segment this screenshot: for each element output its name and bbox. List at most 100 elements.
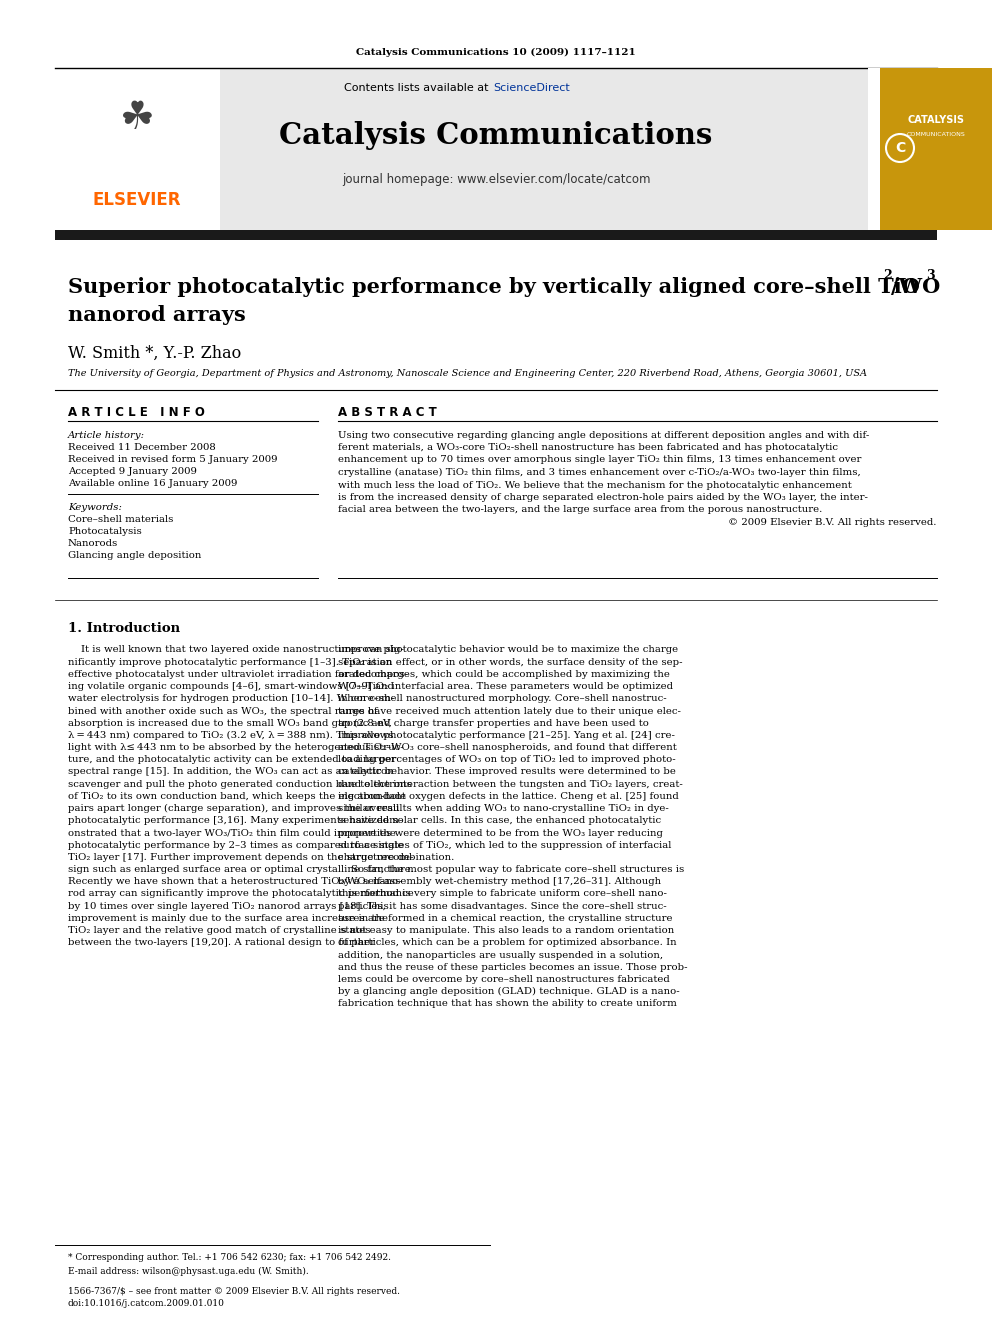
Text: Contents lists available at: Contents lists available at (344, 83, 492, 93)
Text: 1566-7367/$ – see front matter © 2009 Elsevier B.V. All rights reserved.: 1566-7367/$ – see front matter © 2009 El… (68, 1286, 400, 1295)
Text: water electrolysis for hydrogen production [10–14]. When com-: water electrolysis for hydrogen producti… (68, 695, 394, 704)
Text: similar results when adding WO₃ to nano-crystalline TiO₂ in dye-: similar results when adding WO₃ to nano-… (338, 804, 669, 814)
Text: is not easy to manipulate. This also leads to a random orientation: is not easy to manipulate. This also lea… (338, 926, 675, 935)
Text: of particles, which can be a problem for optimized absorbance. In: of particles, which can be a problem for… (338, 938, 677, 947)
Bar (55, 67, 937, 230)
Text: Photocatalysis: Photocatalysis (68, 528, 142, 537)
Text: E-mail address: wilson@physast.uga.edu (W. Smith).: E-mail address: wilson@physast.uga.edu (… (68, 1266, 309, 1275)
Text: A R T I C L E   I N F O: A R T I C L E I N F O (68, 406, 205, 418)
Text: Recently we have shown that a heterostructured TiO₂/WO₃ nano-: Recently we have shown that a heterostru… (68, 877, 402, 886)
Text: C: C (895, 142, 905, 155)
Text: ture, and the photocatalytic activity can be extended to a larger: ture, and the photocatalytic activity ca… (68, 755, 396, 765)
Text: Catalysis Communications 10 (2009) 1117–1121: Catalysis Communications 10 (2009) 1117–… (356, 48, 636, 57)
Text: Keywords:: Keywords: (68, 503, 122, 512)
Text: Catalysis Communications: Catalysis Communications (280, 120, 712, 149)
Text: Glancing angle deposition: Glancing angle deposition (68, 552, 201, 561)
Text: Article history:: Article history: (68, 430, 145, 439)
Text: doi:10.1016/j.catcom.2009.01.010: doi:10.1016/j.catcom.2009.01.010 (68, 1299, 225, 1308)
Text: 2: 2 (883, 269, 892, 282)
Text: separation effect, or in other words, the surface density of the sep-: separation effect, or in other words, th… (338, 658, 682, 667)
Text: in core–shell nanostructured morphology. Core–shell nanostruc-: in core–shell nanostructured morphology.… (338, 695, 667, 704)
Text: tronic and charge transfer properties and have been used to: tronic and charge transfer properties an… (338, 718, 649, 728)
Text: © 2009 Elsevier B.V. All rights reserved.: © 2009 Elsevier B.V. All rights reserved… (728, 519, 937, 527)
Text: absorption is increased due to the small WO₃ band gap (2.8 eV,: absorption is increased due to the small… (68, 718, 392, 728)
Text: effective photocatalyst under ultraviolet irradiation for decompos-: effective photocatalyst under ultraviole… (68, 669, 408, 679)
Text: Received in revised form 5 January 2009: Received in revised form 5 January 2009 (68, 455, 278, 464)
Text: this method is very simple to fabricate uniform core–shell nano-: this method is very simple to fabricate … (338, 889, 667, 898)
Text: photocatalytic performance [3,16]. Many experiments have dem-: photocatalytic performance [3,16]. Many … (68, 816, 402, 826)
Text: properties were determined to be from the WO₃ layer reducing: properties were determined to be from th… (338, 828, 663, 837)
Bar (868, 67, 880, 230)
Text: Superior photocatalytic performance by vertically aligned core–shell TiO: Superior photocatalytic performance by v… (68, 277, 920, 296)
Text: is from the increased density of charge separated electron-hole pairs aided by t: is from the increased density of charge … (338, 493, 868, 501)
Bar (868, 67, 992, 230)
Bar (55, 230, 937, 239)
Text: improvement is mainly due to the surface area increase in the: improvement is mainly due to the surface… (68, 914, 388, 923)
Text: The University of Georgia, Department of Physics and Astronomy, Nanoscale Scienc: The University of Georgia, Department of… (68, 369, 867, 378)
Text: surface states of TiO₂, which led to the suppression of interfacial: surface states of TiO₂, which led to the… (338, 840, 672, 849)
Text: TiO₂ layer [17]. Further improvement depends on the structure de-: TiO₂ layer [17]. Further improvement dep… (68, 853, 414, 861)
Text: ing volatile organic compounds [4–6], smart-windows [7–9] and: ing volatile organic compounds [4–6], sm… (68, 683, 394, 691)
Text: and thus the reuse of these particles becomes an issue. Those prob-: and thus the reuse of these particles be… (338, 963, 687, 971)
Text: improve photocatalytic behavior would be to maximize the charge: improve photocatalytic behavior would be… (338, 646, 679, 655)
Text: W. Smith *, Y.-P. Zhao: W. Smith *, Y.-P. Zhao (68, 344, 241, 361)
Bar (55, 67, 220, 230)
Text: of TiO₂ to its own conduction band, which keeps the electron-hole: of TiO₂ to its own conduction band, whic… (68, 792, 406, 800)
Text: between the two-layers [19,20]. A rational design to further: between the two-layers [19,20]. A ration… (68, 938, 375, 947)
Text: fabrication technique that has shown the ability to create uniform: fabrication technique that has shown the… (338, 999, 677, 1008)
Text: by a glancing angle deposition (GLAD) technique. GLAD is a nano-: by a glancing angle deposition (GLAD) te… (338, 987, 680, 996)
Text: facial area between the two-layers, and the large surface area from the porous n: facial area between the two-layers, and … (338, 505, 822, 515)
Text: crystalline (anatase) TiO₂ thin films, and 3 times enhancement over c-TiO₂/a-WO₃: crystalline (anatase) TiO₂ thin films, a… (338, 468, 861, 478)
Text: WO₃–TiO₂ interfacial area. These parameters would be optimized: WO₃–TiO₂ interfacial area. These paramet… (338, 683, 673, 691)
Text: ferent materials, a WO₃-core TiO₂-shell nanostructure has been fabricated and ha: ferent materials, a WO₃-core TiO₂-shell … (338, 443, 838, 452)
Text: ing abundant oxygen defects in the lattice. Cheng et al. [25] found: ing abundant oxygen defects in the latti… (338, 792, 679, 800)
Text: arated charges, which could be accomplished by maximizing the: arated charges, which could be accomplis… (338, 669, 670, 679)
Text: with much less the load of TiO₂. We believe that the mechanism for the photocata: with much less the load of TiO₂. We beli… (338, 480, 852, 490)
Text: rod array can significantly improve the photocatalytic performance: rod array can significantly improve the … (68, 889, 414, 898)
Text: A B S T R A C T: A B S T R A C T (338, 406, 436, 418)
Text: improve photocatalytic performance [21–25]. Yang et al. [24] cre-: improve photocatalytic performance [21–2… (338, 730, 675, 740)
Text: charge recombination.: charge recombination. (338, 853, 454, 861)
Text: sign such as enlarged surface area or optimal crystalline structure.: sign such as enlarged surface area or op… (68, 865, 414, 875)
Text: nificantly improve photocatalytic performance [1–3]. TiO₂ is an: nificantly improve photocatalytic perfor… (68, 658, 392, 667)
Text: spectral range [15]. In addition, the WO₃ can act as an electron: spectral range [15]. In addition, the WO… (68, 767, 394, 777)
Text: addition, the nanoparticles are usually suspended in a solution,: addition, the nanoparticles are usually … (338, 950, 663, 959)
Text: ELSEVIER: ELSEVIER (92, 191, 182, 209)
Text: Received 11 December 2008: Received 11 December 2008 (68, 443, 215, 452)
Text: 3: 3 (926, 269, 934, 282)
Text: Using two consecutive regarding glancing angle depositions at different depositi: Using two consecutive regarding glancing… (338, 430, 869, 439)
Text: Accepted 9 January 2009: Accepted 9 January 2009 (68, 467, 196, 476)
Text: COMMUNICATIONS: COMMUNICATIONS (907, 132, 965, 138)
Text: nanorod arrays: nanorod arrays (68, 306, 246, 325)
Text: light with λ≤ 443 nm to be absorbed by the heterogeneous struc-: light with λ≤ 443 nm to be absorbed by t… (68, 744, 404, 751)
Text: journal homepage: www.elsevier.com/locate/catcom: journal homepage: www.elsevier.com/locat… (342, 173, 650, 187)
Text: onstrated that a two-layer WO₃/TiO₂ thin film could improve the: onstrated that a two-layer WO₃/TiO₂ thin… (68, 828, 396, 837)
Text: lems could be overcome by core–shell nanostructures fabricated: lems could be overcome by core–shell nan… (338, 975, 670, 984)
Text: Available online 16 January 2009: Available online 16 January 2009 (68, 479, 237, 488)
Text: sensitized solar cells. In this case, the enhanced photocatalytic: sensitized solar cells. In this case, th… (338, 816, 661, 826)
Text: enhancement up to 70 times over amorphous single layer TiO₂ thin films, 13 times: enhancement up to 70 times over amorphou… (338, 455, 861, 464)
Text: It is well known that two layered oxide nanostructures can sig-: It is well known that two layered oxide … (68, 646, 404, 655)
Text: scavenger and pull the photo generated conduction band electrons: scavenger and pull the photo generated c… (68, 779, 412, 789)
Text: loading percentages of WO₃ on top of TiO₂ led to improved photo-: loading percentages of WO₃ on top of TiO… (338, 755, 676, 765)
Text: tures have received much attention lately due to their unique elec-: tures have received much attention latel… (338, 706, 681, 716)
Text: by a self-assembly wet-chemistry method [17,26–31]. Although: by a self-assembly wet-chemistry method … (338, 877, 661, 886)
Text: tures are formed in a chemical reaction, the crystalline structure: tures are formed in a chemical reaction,… (338, 914, 673, 923)
Text: /WO: /WO (891, 277, 940, 296)
Text: ScienceDirect: ScienceDirect (493, 83, 569, 93)
Text: particles, it has some disadvantages. Since the core–shell struc-: particles, it has some disadvantages. Si… (338, 902, 667, 910)
Text: So far, the most popular way to fabricate core–shell structures is: So far, the most popular way to fabricat… (338, 865, 684, 875)
Text: bined with another oxide such as WO₃, the spectral range of: bined with another oxide such as WO₃, th… (68, 706, 378, 716)
Text: photocatalytic performance by 2–3 times as compared to a single: photocatalytic performance by 2–3 times … (68, 840, 404, 849)
Text: catalytic behavior. These improved results were determined to be: catalytic behavior. These improved resul… (338, 767, 676, 777)
Text: Core–shell materials: Core–shell materials (68, 516, 174, 524)
Text: CATALYSIS: CATALYSIS (908, 115, 964, 124)
Text: ☘: ☘ (120, 99, 155, 138)
Text: 1. Introduction: 1. Introduction (68, 622, 181, 635)
Text: Nanorods: Nanorods (68, 540, 118, 549)
Text: TiO₂ layer and the relative good match of crystalline states: TiO₂ layer and the relative good match o… (68, 926, 370, 935)
Text: λ = 443 nm) compared to TiO₂ (3.2 eV, λ = 388 nm). This allows: λ = 443 nm) compared to TiO₂ (3.2 eV, λ … (68, 730, 394, 740)
Text: due to the interaction between the tungsten and TiO₂ layers, creat-: due to the interaction between the tungs… (338, 779, 682, 789)
Text: by 10 times over single layered TiO₂ nanorod arrays [18]. This: by 10 times over single layered TiO₂ nan… (68, 902, 389, 910)
Text: * Corresponding author. Tel.: +1 706 542 6230; fax: +1 706 542 2492.: * Corresponding author. Tel.: +1 706 542… (68, 1253, 391, 1262)
